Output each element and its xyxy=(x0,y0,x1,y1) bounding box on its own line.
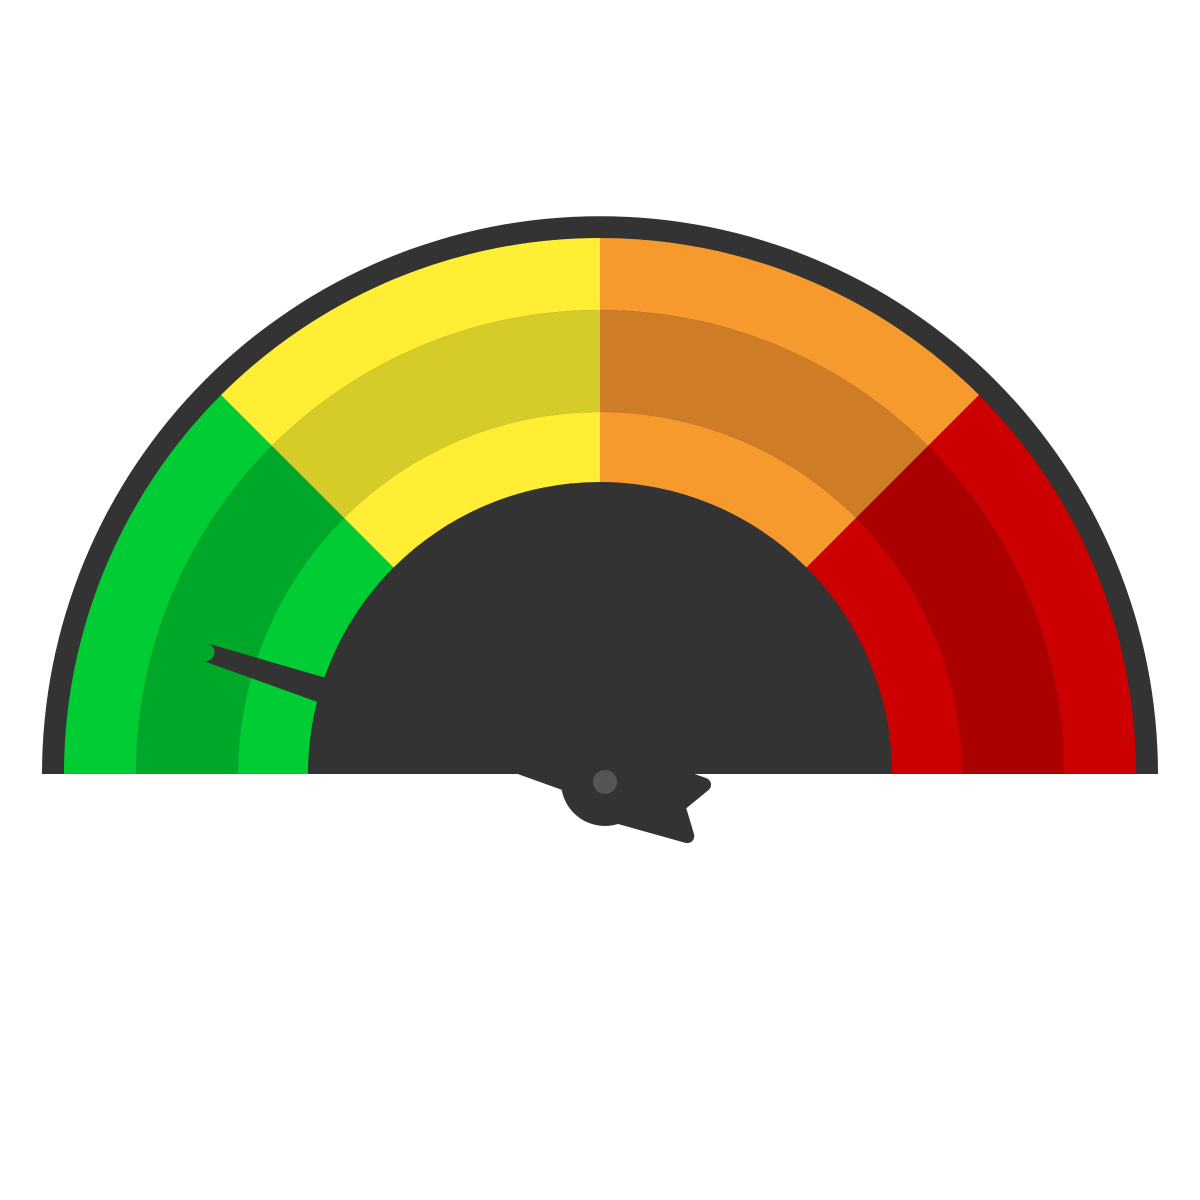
zone-yellow-middle-band xyxy=(271,310,600,519)
zone-green-middle-band xyxy=(136,445,345,774)
zone-green-outer-band xyxy=(64,394,272,774)
zone-orange-outer-band xyxy=(600,238,980,446)
zone-yellow-inner-band xyxy=(344,412,600,568)
zone-orange-middle-band xyxy=(600,310,929,519)
zone-orange-inner-band xyxy=(600,412,856,568)
zone-green-inner-band xyxy=(238,518,394,774)
gauge-zones xyxy=(64,237,1136,774)
zone-red-outer-band xyxy=(928,394,1136,774)
needle-pivot-dot xyxy=(593,770,617,794)
needle xyxy=(202,643,712,844)
zone-red-inner-band xyxy=(806,518,962,774)
zone-red-middle-band xyxy=(855,445,1064,774)
zone-yellow-outer-band xyxy=(220,237,600,446)
needle-shaft xyxy=(202,643,612,803)
